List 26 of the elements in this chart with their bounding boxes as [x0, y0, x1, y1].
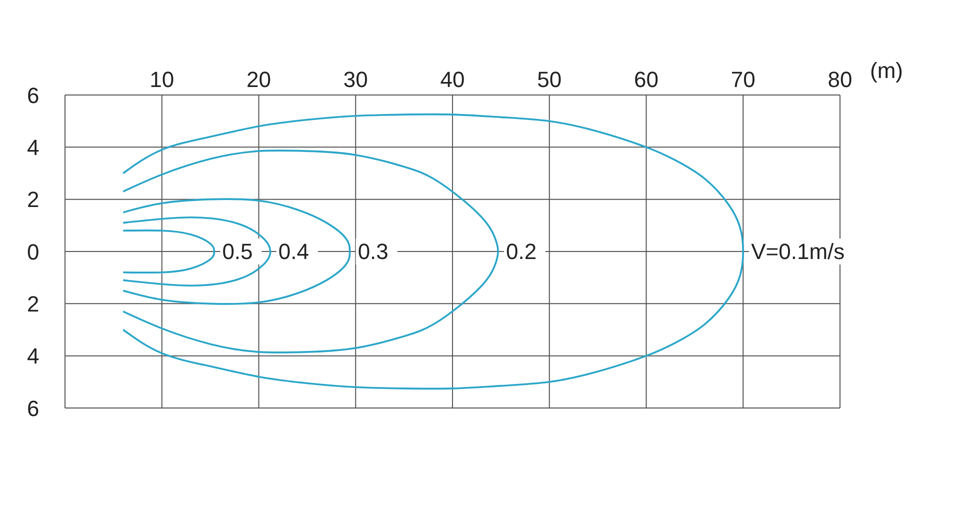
x-tick-label: 80	[828, 67, 852, 92]
x-tick-label: 30	[343, 67, 368, 92]
series-label: V=0.1m/s	[751, 239, 845, 264]
y-tick-label: 4	[27, 344, 40, 369]
y-tick-label: 2	[27, 291, 40, 316]
x-axis-title: (m)	[870, 58, 903, 84]
y-tick-label: 6	[27, 396, 40, 421]
series-label: 0.4	[278, 239, 309, 264]
series-label: 0.2	[506, 239, 537, 264]
x-tick-label: 70	[730, 67, 756, 92]
line-series	[122, 113, 744, 390]
line-series	[122, 198, 351, 305]
line-series	[122, 150, 499, 354]
y-tick-label: 6	[27, 82, 40, 108]
y-tick-label: 2	[27, 187, 40, 212]
line-series	[122, 229, 216, 274]
x-tick-label: 20	[246, 67, 271, 92]
y-tick-label: 0	[27, 239, 40, 264]
series-label: 0.3	[358, 239, 388, 264]
x-tick-label: 50	[537, 67, 562, 92]
x-tick-label: 10	[150, 67, 174, 92]
x-tick-label: 60	[634, 67, 658, 92]
x-tick-label: 40	[440, 67, 465, 92]
y-tick-label: 4	[27, 134, 40, 160]
line-series	[122, 216, 272, 287]
series-label: 0.5	[222, 239, 253, 264]
